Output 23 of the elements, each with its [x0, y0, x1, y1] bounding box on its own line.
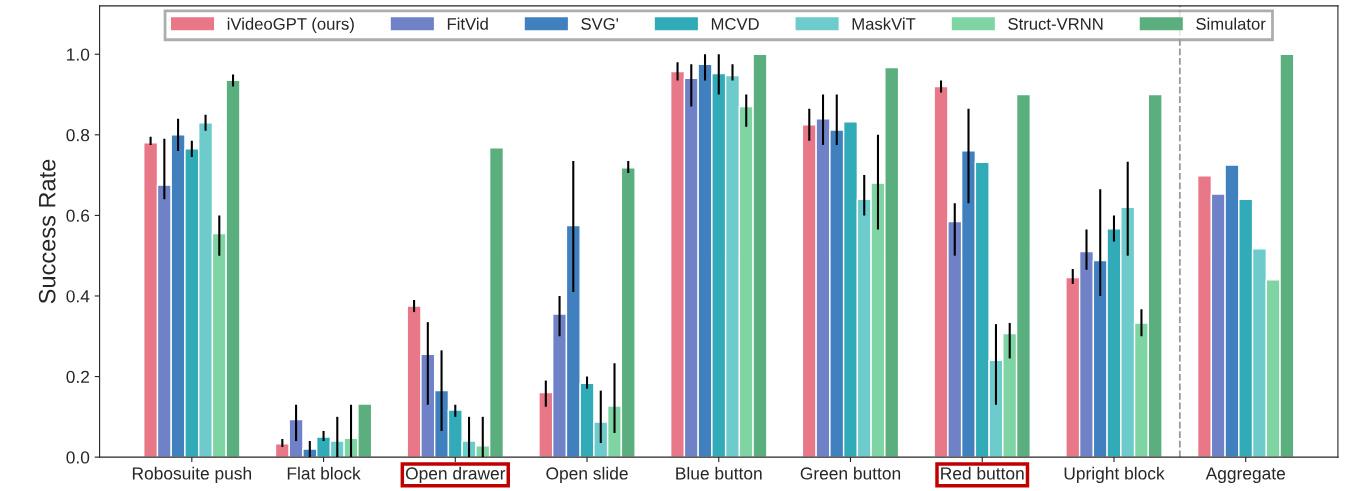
- y-tick-label: 0.8: [66, 128, 90, 142]
- x-tick-label: Green button: [800, 466, 901, 480]
- legend-label: MaskViT: [852, 17, 916, 30]
- y-tick-label: 1.0: [67, 48, 90, 61]
- y-tick-label: 0.6: [66, 209, 90, 222]
- x-tick-label: Open drawer: [405, 466, 506, 484]
- legend-label: Simulator: [1196, 17, 1266, 30]
- x-tick-label: Red button: [941, 466, 1024, 480]
- legend-label: Struct-VRNN: [1008, 18, 1103, 30]
- x-tick-label: Flat block: [287, 466, 361, 480]
- y-tick-label: 0.4: [66, 290, 90, 303]
- y-tick-label: 0.0: [66, 451, 90, 464]
- x-tick-label: Blue button: [676, 466, 762, 480]
- x-tick-label: Open slide: [546, 466, 628, 484]
- legend-label: iVideoGPT (ours): [227, 17, 354, 34]
- y-tick-label: 0.2: [66, 370, 90, 384]
- x-tick-label: Robosuite push: [132, 466, 252, 484]
- legend-label: FitVid: [447, 17, 488, 30]
- x-tick-label: Upright block: [1064, 466, 1165, 484]
- legend-label: MCVD: [711, 18, 759, 30]
- y-axis-title: Success Rate: [38, 159, 56, 304]
- legend-label: SVG': [581, 18, 619, 30]
- x-tick-label: Aggregate: [1205, 467, 1285, 484]
